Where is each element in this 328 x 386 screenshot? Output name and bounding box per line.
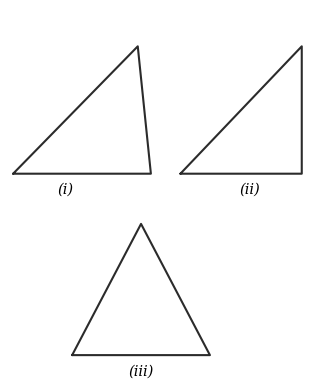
Text: (ii): (ii) [239,183,260,197]
Text: (iii): (iii) [128,364,154,378]
Text: (i): (i) [57,183,74,197]
